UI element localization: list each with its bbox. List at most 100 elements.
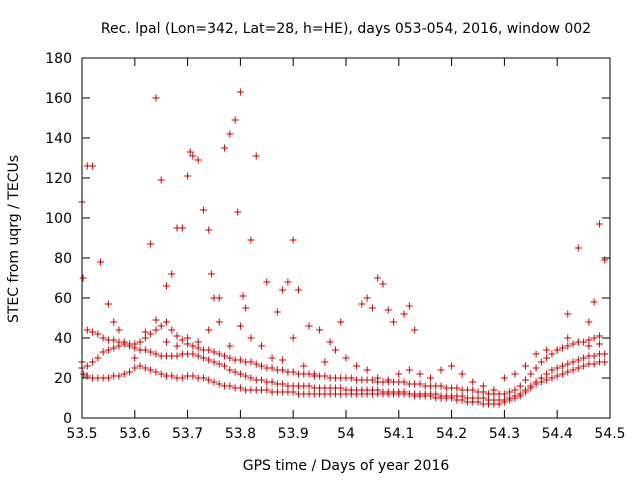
x-tick-label: 53.9 (278, 426, 309, 442)
data-point (242, 304, 250, 312)
data-point (79, 274, 87, 282)
data-point (585, 336, 593, 344)
data-point (522, 376, 530, 384)
data-point (168, 372, 176, 380)
data-point (289, 334, 297, 342)
data-point (226, 354, 234, 362)
data-point (247, 236, 255, 244)
data-point (516, 382, 524, 390)
data-point (553, 372, 561, 380)
data-point (152, 326, 160, 334)
data-point (337, 318, 345, 326)
data-point (595, 220, 603, 228)
data-point (215, 380, 223, 388)
y-tick-label: 160 (45, 91, 72, 107)
data-point (110, 344, 118, 352)
data-point (147, 240, 155, 248)
data-point (157, 322, 165, 330)
data-point (263, 278, 271, 286)
data-point (426, 374, 434, 382)
data-point (99, 334, 107, 342)
data-point (374, 274, 382, 282)
data-point (458, 392, 466, 400)
data-point (268, 364, 276, 372)
data-point (215, 294, 223, 302)
y-tick-label: 120 (45, 171, 72, 187)
data-point (215, 350, 223, 358)
data-point (543, 346, 551, 354)
data-point (384, 376, 392, 384)
data-point (273, 308, 281, 316)
data-point (207, 270, 215, 278)
data-point (448, 362, 456, 370)
y-tick-label: 100 (45, 211, 72, 227)
data-point (162, 318, 170, 326)
data-point (94, 354, 102, 362)
data-point (580, 362, 588, 370)
data-point (601, 256, 609, 264)
data-point (226, 382, 234, 390)
data-point (326, 338, 334, 346)
data-point (231, 116, 239, 124)
data-point (500, 374, 508, 382)
data-point (104, 374, 112, 382)
x-tick-label: 54.4 (542, 426, 573, 442)
data-points (78, 88, 609, 408)
x-tick-label: 53.7 (172, 426, 203, 442)
x-tick-label: 53.8 (225, 426, 256, 442)
data-point (342, 354, 350, 362)
data-point (590, 352, 598, 360)
data-point (131, 364, 139, 372)
data-point (205, 326, 213, 334)
data-point (89, 162, 97, 170)
data-point (569, 358, 577, 366)
axis-ticks: 53.5 53.6 53.7 53.8 53.9 54 54.1 54.2 54.3 54.4 54… (45, 51, 625, 442)
data-point (184, 172, 192, 180)
data-point (595, 332, 603, 340)
data-point (553, 364, 561, 372)
data-point (400, 388, 408, 396)
data-point (173, 332, 181, 340)
data-point (221, 144, 229, 152)
data-point (141, 346, 149, 354)
data-point (479, 394, 487, 402)
data-point (279, 356, 287, 364)
data-point (564, 360, 572, 368)
data-point (210, 348, 218, 356)
y-tick-label: 140 (45, 131, 72, 147)
data-point (189, 372, 197, 380)
data-point (189, 342, 197, 350)
data-point (289, 388, 297, 396)
data-point (289, 368, 297, 376)
data-point (279, 380, 287, 388)
y-axis-label: STEC from uqrg / TECUs (6, 155, 22, 323)
data-point (585, 342, 593, 350)
data-point (184, 334, 192, 342)
data-point (189, 152, 197, 160)
data-point (258, 342, 266, 350)
data-point (564, 368, 572, 376)
data-point (173, 342, 181, 350)
data-point (595, 340, 603, 348)
data-point (178, 336, 186, 344)
data-point (384, 306, 392, 314)
data-point (234, 208, 242, 216)
data-point (363, 366, 371, 374)
data-point (247, 334, 255, 342)
data-point (527, 370, 535, 378)
data-point (558, 370, 566, 378)
data-point (80, 370, 88, 378)
data-point (368, 376, 376, 384)
data-point (147, 330, 155, 338)
data-point (405, 366, 413, 374)
data-point (574, 244, 582, 252)
data-point (99, 348, 107, 356)
x-tick-label: 54 (337, 426, 355, 442)
data-point (83, 362, 91, 370)
data-point (157, 370, 165, 378)
y-tick-label: 0 (63, 411, 72, 427)
data-point (194, 156, 202, 164)
data-point (247, 374, 255, 382)
data-point (184, 340, 192, 348)
data-point (236, 88, 244, 96)
